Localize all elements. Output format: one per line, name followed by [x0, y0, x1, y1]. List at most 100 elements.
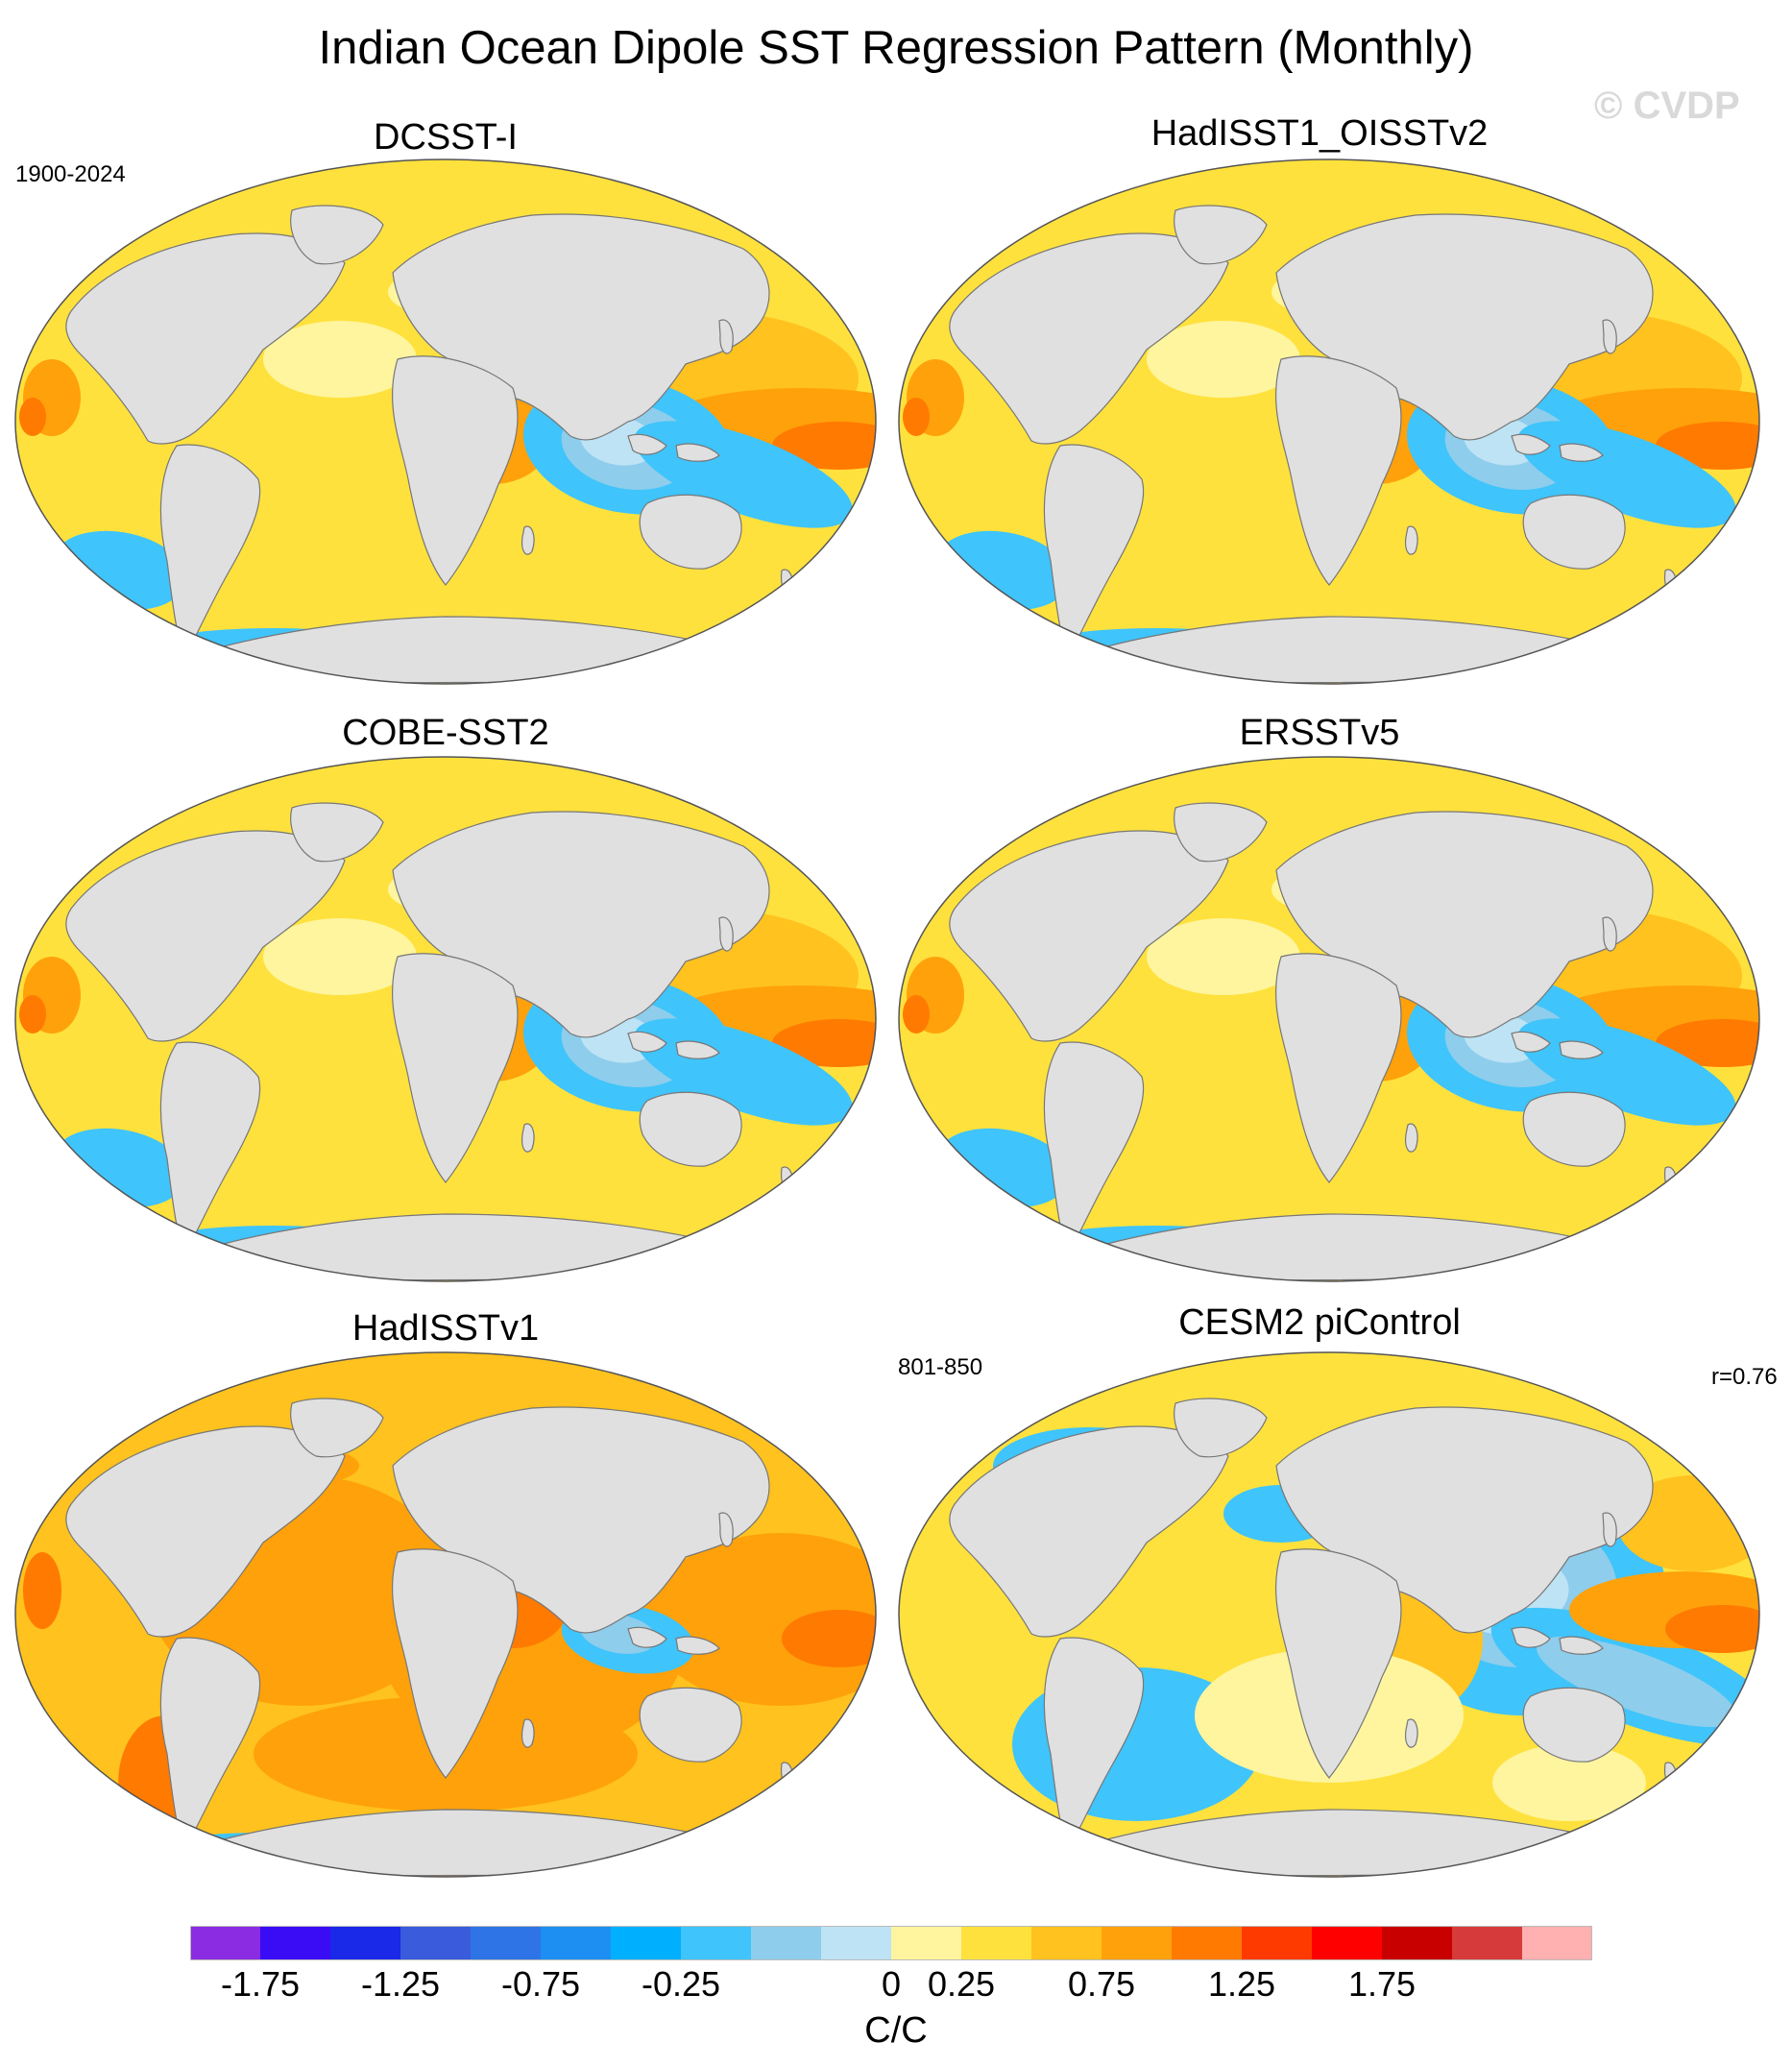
- landmass-australia: [1522, 1687, 1626, 1763]
- sst-field: [899, 1352, 1759, 1877]
- colorbar-segment: [541, 1926, 612, 1960]
- landmass-south-america: [159, 1041, 261, 1256]
- colorbar-tick-label: 0.75: [1067, 1964, 1136, 2004]
- sst-anomaly-region: [1147, 918, 1300, 995]
- landmass-australia: [1522, 494, 1626, 570]
- map-border: [898, 756, 1760, 1282]
- sst-field: [899, 757, 1759, 1281]
- sst-map-ersst: [898, 756, 1760, 1282]
- landmass-north-america: [949, 830, 1229, 1042]
- sst-field: [15, 757, 876, 1281]
- landmass-maritime: [627, 1031, 720, 1059]
- colorbar-tick-label: 1.25: [1207, 1964, 1276, 2004]
- sst-anomaly-region: [263, 321, 417, 398]
- sst-anomaly-region: [1147, 321, 1300, 398]
- sst-anomaly-region: [263, 918, 417, 995]
- landmass-japan: [1602, 916, 1617, 952]
- colorbar-segment: [751, 1926, 822, 1960]
- map-border: [14, 1351, 877, 1878]
- landmass-south-america: [159, 1637, 261, 1852]
- panel-title-hadisst1-oisst: HadISST1_OISSTv2: [1150, 113, 1489, 154]
- landmass-north-america: [65, 232, 346, 445]
- sst-anomaly-region: [782, 1610, 876, 1667]
- landmass-north-america: [949, 1425, 1229, 1638]
- colorbar-segment: [1522, 1926, 1592, 1960]
- landmass-australia: [639, 494, 742, 570]
- panel-title-cesm2: CESM2 piControl: [1178, 1302, 1461, 1343]
- landmass-japan: [718, 319, 734, 354]
- landmass-maritime: [627, 433, 720, 462]
- colorbar-tick-label: -1.25: [360, 1964, 441, 2004]
- sst-anomaly-region: [19, 995, 46, 1034]
- colorbar-segment: [891, 1926, 962, 1960]
- landmass-greenland: [1174, 205, 1268, 265]
- colorbar-tick-label: 1.75: [1347, 1964, 1417, 2004]
- sst-map-cobe: [14, 756, 877, 1282]
- landmass-north-america: [65, 1425, 346, 1638]
- panel-title-dcsst: DCSST-I: [374, 117, 518, 158]
- colorbar-segment: [260, 1926, 331, 1960]
- sst-map-cesm2: [898, 1351, 1760, 1878]
- colorbar-tick-label: -0.25: [641, 1964, 721, 2004]
- sst-anomaly-region: [903, 995, 930, 1034]
- colorbar-segment: [681, 1926, 752, 1960]
- period-label-model: 801-850: [898, 1354, 983, 1380]
- colorbar-segment: [961, 1926, 1032, 1960]
- colorbar-segment: [821, 1926, 892, 1960]
- correlation-label: r=0.76: [1711, 1364, 1778, 1390]
- landmass-africa: [391, 1548, 519, 1779]
- period-label-observations: 1900-2024: [15, 161, 126, 187]
- sst-anomaly-region: [23, 1552, 61, 1629]
- landmass-maritime: [627, 1626, 720, 1655]
- landmass-greenland: [1174, 802, 1268, 863]
- colorbar-segment: [611, 1926, 682, 1960]
- landmass-maritime: [1511, 1031, 1604, 1059]
- landmass-japan: [1602, 319, 1617, 354]
- landmass-africa: [391, 953, 519, 1183]
- landmass-madagascar: [521, 1718, 535, 1748]
- landmass-greenland: [290, 802, 384, 863]
- colorbar-tick-label: -1.75: [220, 1964, 301, 2004]
- landmass-japan: [718, 916, 734, 952]
- colorbar-segment: [1312, 1926, 1383, 1960]
- colorbar-segment: [330, 1926, 401, 1960]
- sst-anomaly-region: [903, 398, 930, 436]
- colorbar: [190, 1926, 1592, 1960]
- colorbar-tick-label: 0: [881, 1964, 902, 2004]
- landmass-greenland: [290, 205, 384, 265]
- landmass-madagascar: [1405, 1123, 1418, 1153]
- sst-map-hadisstv1: [14, 1351, 877, 1878]
- colorbar-segment: [1452, 1926, 1523, 1960]
- sst-anomaly-region: [1665, 1605, 1759, 1653]
- sst-map-hadisst1-oisst: [898, 158, 1760, 685]
- sst-field: [899, 159, 1759, 684]
- landmass-greenland: [1174, 1398, 1268, 1458]
- landmass-south-america: [1043, 1041, 1145, 1256]
- landmass-south-america: [159, 444, 261, 659]
- colorbar-segment: [1382, 1926, 1453, 1960]
- cvdp-watermark: © CVDP: [1594, 85, 1740, 127]
- landmass-australia: [639, 1687, 742, 1763]
- panel-title-hadisstv1: HadISSTv1: [351, 1308, 540, 1349]
- landmass-madagascar: [521, 1123, 535, 1153]
- colorbar-segment: [1242, 1926, 1313, 1960]
- panel-title-ersst: ERSSTv5: [1239, 713, 1400, 753]
- map-border: [898, 158, 1760, 685]
- map-border: [14, 756, 877, 1282]
- colorbar-segment: [471, 1926, 542, 1960]
- panel-title-cobe: COBE-SST2: [342, 713, 549, 753]
- landmass-south-america: [1043, 444, 1145, 659]
- landmass-madagascar: [521, 525, 535, 555]
- colorbar-units: C/C: [864, 2010, 928, 2051]
- landmass-africa: [1274, 953, 1402, 1183]
- colorbar-segment: [400, 1926, 472, 1960]
- colorbar-segment: [1102, 1926, 1173, 1960]
- landmass-greenland: [290, 1398, 384, 1458]
- colorbar-segment: [190, 1926, 261, 1960]
- landmass-japan: [1602, 1512, 1617, 1547]
- landmass-north-america: [65, 830, 346, 1042]
- landmass-africa: [1274, 1548, 1402, 1779]
- sst-anomaly-region: [1492, 1744, 1646, 1821]
- sst-field: [15, 1352, 876, 1877]
- sst-anomaly-region: [1537, 1636, 1736, 1728]
